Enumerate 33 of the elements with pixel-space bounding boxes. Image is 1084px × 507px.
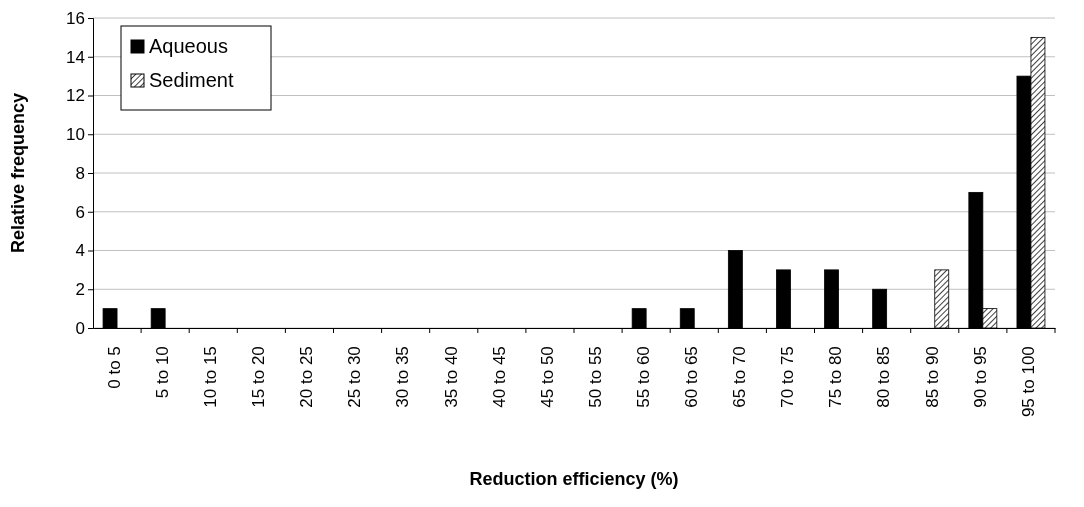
x-tick-label: 75 to 80 xyxy=(826,346,846,408)
y-tick-label: 10 xyxy=(66,125,85,145)
x-tick-label: 25 to 30 xyxy=(345,346,365,408)
x-tick-label: 45 to 50 xyxy=(537,346,557,408)
x-tick-label: 60 to 65 xyxy=(682,346,702,408)
y-tick-label: 8 xyxy=(75,163,85,183)
x-tick-label: 55 to 60 xyxy=(633,346,653,408)
x-tick-label: 80 to 85 xyxy=(874,346,894,408)
x-tick-label: 95 to 100 xyxy=(1018,346,1038,418)
x-tick-label: 70 to 75 xyxy=(778,346,798,408)
x-tick-label: 10 to 15 xyxy=(201,346,221,408)
y-tick-label: 16 xyxy=(66,8,85,28)
legend-label: Aqueous xyxy=(149,35,228,57)
x-tick-label: 0 to 5 xyxy=(104,346,124,389)
x-axis-title: Reduction efficiency (%) xyxy=(469,469,679,489)
y-tick-label: 6 xyxy=(75,202,85,222)
x-tick-label: 50 to 55 xyxy=(585,346,605,408)
x-tick-label: 15 to 20 xyxy=(249,346,269,408)
y-tick-label: 0 xyxy=(75,318,85,338)
x-tick-label: 65 to 70 xyxy=(730,346,750,408)
legend-label: Sediment xyxy=(149,69,234,91)
y-tick-label: 2 xyxy=(75,280,85,300)
y-tick-label: 12 xyxy=(66,86,85,106)
x-tick-label: 30 to 35 xyxy=(393,346,413,408)
y-axis-title: Relative frequency xyxy=(8,92,28,254)
x-tick-label: 40 to 45 xyxy=(489,346,509,408)
x-tick-label: 90 to 95 xyxy=(970,346,990,408)
y-tick-label: 14 xyxy=(66,47,85,67)
x-tick-label: 85 to 90 xyxy=(922,346,942,408)
y-tick-label: 4 xyxy=(75,241,85,261)
x-tick-label: 20 to 25 xyxy=(297,346,317,408)
x-tick-label: 5 to 10 xyxy=(152,346,172,399)
x-tick-label: 35 to 40 xyxy=(441,346,461,408)
